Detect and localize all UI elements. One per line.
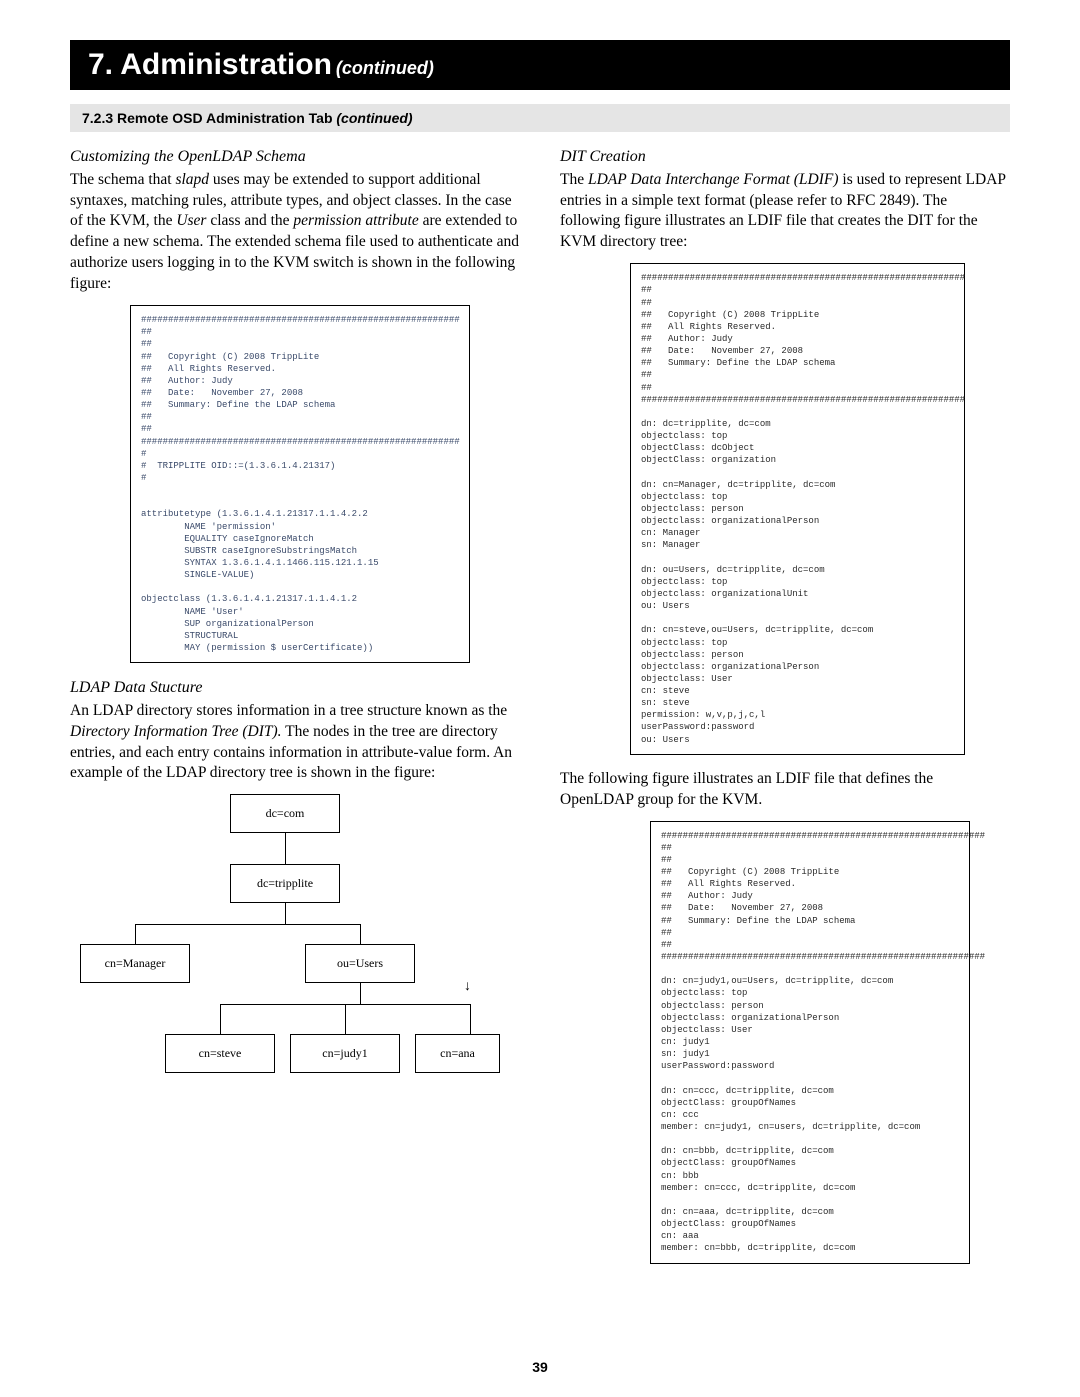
chapter-title: 7. Administration xyxy=(88,48,332,81)
tree-line xyxy=(470,1004,471,1034)
right-heading-1: DIT Creation xyxy=(560,146,1010,168)
chapter-title-band: 7. Administration (continued) xyxy=(70,40,1010,90)
left-heading-2: LDAP Data Stucture xyxy=(70,677,520,699)
tree-line xyxy=(135,924,136,944)
tree-figure: dc=com dc=tripplite cn=Manager ou=Users … xyxy=(70,794,520,1124)
right-para-1: The LDAP Data Interchange Format (LDIF) … xyxy=(560,170,1010,254)
chapter-continued: (continued) xyxy=(336,58,434,78)
schema-figure: ########################################… xyxy=(130,305,470,663)
arrow-icon: ↓ xyxy=(464,978,471,997)
directory-tree: dc=com dc=tripplite cn=Manager ou=Users … xyxy=(70,794,500,1124)
right-para-2: The following figure illustrates an LDIF… xyxy=(560,769,1010,811)
tree-line xyxy=(285,832,286,864)
text-italic: slapd xyxy=(175,171,209,188)
tree-line xyxy=(360,924,361,944)
text: An LDAP directory stores information in … xyxy=(70,702,507,719)
tree-node: dc=com xyxy=(230,794,340,832)
text: The schema that xyxy=(70,171,175,188)
text: The xyxy=(560,171,588,188)
tree-line xyxy=(285,902,286,924)
tree-line xyxy=(220,1004,221,1034)
tree-node: dc=tripplite xyxy=(230,864,340,902)
left-column: Customizing the OpenLDAP Schema The sche… xyxy=(70,146,520,1278)
tree-node: cn=ana xyxy=(415,1034,500,1072)
text-italic: LDAP Data Interchange Format (LDIF) xyxy=(588,171,839,188)
text: class and the xyxy=(206,212,293,229)
text-italic: Directory Information Tree (DIT). xyxy=(70,723,282,740)
tree-node: ou=Users xyxy=(305,944,415,982)
tree-line xyxy=(345,1004,346,1034)
text-italic: permission attribute xyxy=(293,212,418,229)
ldif-dit-figure: ########################################… xyxy=(630,263,965,754)
tree-line xyxy=(135,924,360,925)
section-continued: (continued) xyxy=(336,110,412,126)
page-number: 39 xyxy=(0,1359,1080,1375)
tree-node: cn=steve xyxy=(165,1034,275,1072)
tree-line xyxy=(360,982,361,1004)
ldif-group-figure: ########################################… xyxy=(650,821,970,1264)
tree-node: cn=judy1 xyxy=(290,1034,400,1072)
section-number: 7.2.3 Remote OSD Administration Tab xyxy=(82,110,333,126)
text-italic: User xyxy=(176,212,206,229)
left-para-2: An LDAP directory stores information in … xyxy=(70,701,520,785)
left-para-1: The schema that slapd uses may be extend… xyxy=(70,170,520,296)
tree-node: cn=Manager xyxy=(80,944,190,982)
section-subheader: 7.2.3 Remote OSD Administration Tab (con… xyxy=(70,104,1010,132)
right-column: DIT Creation The LDAP Data Interchange F… xyxy=(560,146,1010,1278)
left-heading-1: Customizing the OpenLDAP Schema xyxy=(70,146,520,168)
two-column-layout: Customizing the OpenLDAP Schema The sche… xyxy=(70,146,1010,1278)
